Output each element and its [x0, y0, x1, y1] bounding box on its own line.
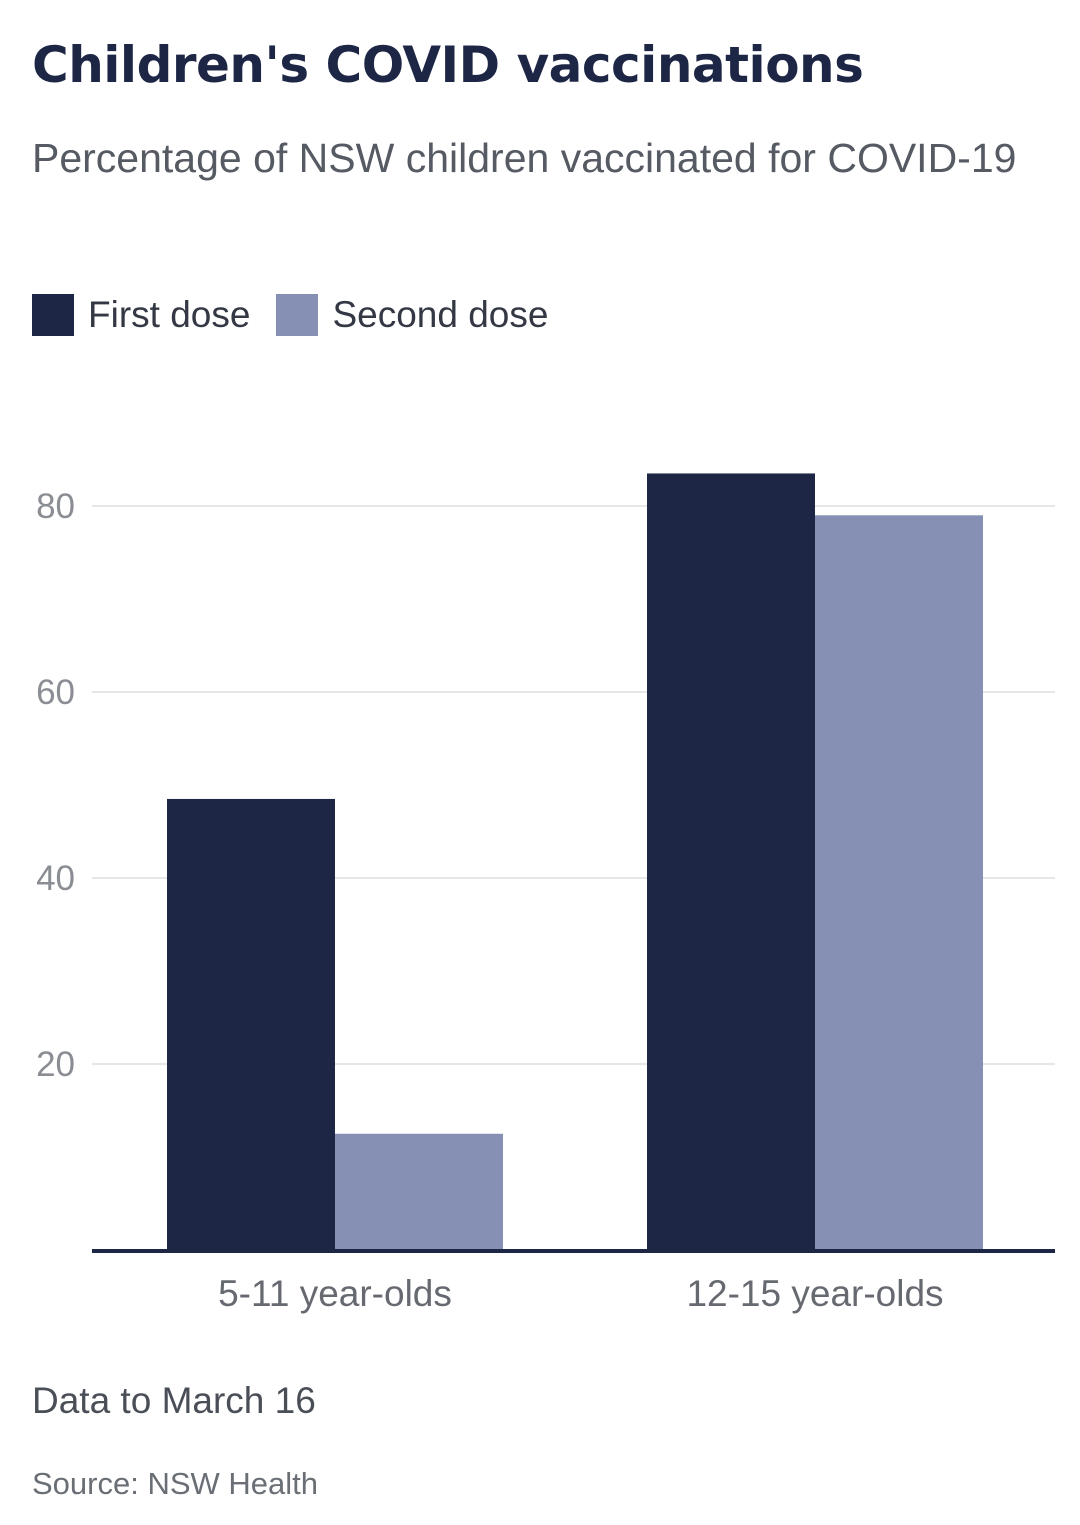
legend-swatch-second-dose: [276, 294, 319, 336]
chart-title: Children's COVID vaccinations: [32, 36, 864, 94]
y-tick-label-80: 80: [36, 487, 75, 526]
bar-12-15-year-olds-second-dose: [815, 515, 983, 1250]
y-tick-label-60: 60: [36, 673, 75, 712]
legend-swatch-first-dose: [32, 294, 74, 336]
y-tick-label-20: 20: [36, 1045, 75, 1084]
legend-item-first-dose: First dose: [32, 294, 250, 336]
chart-subtitle: Percentage of NSW children vaccinated fo…: [32, 135, 1017, 181]
source-credit: Source: NSW Health: [32, 1466, 318, 1501]
bar-chart: 20 40 60 80 5-11 year-olds 12-15 year-olds: [36, 473, 1055, 1314]
bar-5-11-year-olds-second-dose: [335, 1133, 503, 1250]
chart-legend: First dose Second dose: [32, 294, 574, 336]
x-tick-label-5-11-year-olds: 5-11 year-olds: [218, 1273, 452, 1314]
legend-label-second-dose: Second dose: [332, 294, 549, 335]
legend-item-second-dose: Second dose: [276, 294, 548, 336]
y-tick-label-40: 40: [36, 859, 75, 898]
bar-5-11-year-olds-first-dose: [167, 798, 335, 1250]
bar-12-15-year-olds-first-dose: [647, 473, 815, 1250]
legend-label-first-dose: First dose: [88, 294, 251, 335]
x-tick-label-12-15-year-olds: 12-15 year-olds: [686, 1273, 943, 1314]
data-date-note: Data to March 16: [32, 1380, 316, 1421]
